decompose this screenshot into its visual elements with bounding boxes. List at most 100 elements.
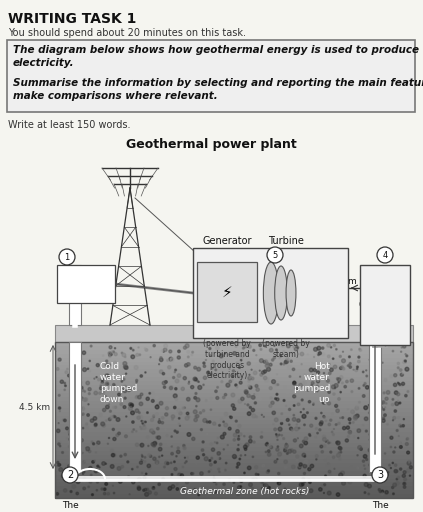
Circle shape <box>139 402 143 406</box>
Circle shape <box>149 393 151 394</box>
Circle shape <box>142 422 143 424</box>
Circle shape <box>340 417 341 418</box>
Circle shape <box>403 482 406 485</box>
Circle shape <box>336 377 339 380</box>
Circle shape <box>371 460 374 462</box>
Circle shape <box>298 466 301 469</box>
Circle shape <box>63 419 64 421</box>
Circle shape <box>239 381 242 384</box>
Bar <box>55 428 413 432</box>
Text: Summarise the information by selecting and reporting the main features, and
make: Summarise the information by selecting a… <box>13 78 423 101</box>
Circle shape <box>277 459 278 460</box>
Circle shape <box>352 364 356 368</box>
Circle shape <box>353 436 355 438</box>
Circle shape <box>327 457 330 460</box>
Circle shape <box>302 381 306 385</box>
Text: 4: 4 <box>382 250 387 260</box>
Circle shape <box>194 488 195 489</box>
Circle shape <box>97 465 99 467</box>
Circle shape <box>360 448 363 451</box>
Circle shape <box>116 434 119 437</box>
Circle shape <box>315 436 317 438</box>
Circle shape <box>75 381 79 386</box>
Circle shape <box>81 451 83 454</box>
Circle shape <box>146 436 149 438</box>
Circle shape <box>168 366 171 369</box>
Circle shape <box>381 490 384 493</box>
Circle shape <box>290 449 293 452</box>
Circle shape <box>96 377 97 378</box>
Circle shape <box>365 458 368 460</box>
Circle shape <box>169 350 172 353</box>
Circle shape <box>280 355 282 357</box>
Circle shape <box>141 472 143 474</box>
Circle shape <box>392 350 394 352</box>
Circle shape <box>179 425 181 426</box>
Circle shape <box>176 483 178 485</box>
Circle shape <box>216 484 217 485</box>
Circle shape <box>254 394 255 395</box>
Circle shape <box>351 466 352 468</box>
Circle shape <box>351 365 353 367</box>
Circle shape <box>334 468 335 470</box>
Circle shape <box>112 350 114 353</box>
Circle shape <box>265 364 269 368</box>
Circle shape <box>352 421 354 423</box>
Circle shape <box>109 355 111 357</box>
Circle shape <box>221 468 224 472</box>
Circle shape <box>295 493 296 495</box>
Circle shape <box>138 412 140 414</box>
Circle shape <box>194 366 197 369</box>
Circle shape <box>252 456 254 458</box>
Circle shape <box>239 477 240 478</box>
Circle shape <box>390 436 393 439</box>
Circle shape <box>316 390 318 392</box>
Circle shape <box>406 355 408 357</box>
Circle shape <box>100 383 104 387</box>
Circle shape <box>309 368 313 372</box>
Circle shape <box>310 464 314 468</box>
Circle shape <box>196 456 199 459</box>
Text: You should spend about 20 minutes on this task.: You should spend about 20 minutes on thi… <box>8 28 246 38</box>
Circle shape <box>136 431 137 432</box>
Circle shape <box>124 356 126 357</box>
Ellipse shape <box>286 270 296 316</box>
Circle shape <box>393 383 397 387</box>
Circle shape <box>276 483 280 487</box>
Circle shape <box>239 367 240 368</box>
Circle shape <box>328 442 330 444</box>
Circle shape <box>259 359 263 362</box>
Circle shape <box>244 390 248 393</box>
Circle shape <box>345 439 349 442</box>
Circle shape <box>136 353 139 356</box>
Circle shape <box>372 445 376 449</box>
Circle shape <box>220 435 224 439</box>
Text: ←Steam: ←Steam <box>320 277 357 286</box>
Circle shape <box>405 367 409 371</box>
Circle shape <box>371 366 372 367</box>
Circle shape <box>357 467 359 469</box>
Circle shape <box>184 457 185 458</box>
Circle shape <box>373 380 376 383</box>
Circle shape <box>403 486 406 488</box>
Circle shape <box>114 353 117 356</box>
Text: ⚡: ⚡ <box>222 285 232 300</box>
Circle shape <box>315 455 318 458</box>
Circle shape <box>281 435 283 436</box>
Circle shape <box>163 386 166 388</box>
Circle shape <box>299 483 302 487</box>
Circle shape <box>378 488 380 491</box>
Circle shape <box>155 460 159 464</box>
Circle shape <box>292 418 296 421</box>
Circle shape <box>147 412 148 414</box>
Circle shape <box>112 429 114 431</box>
Circle shape <box>134 366 138 370</box>
Circle shape <box>363 385 365 386</box>
Circle shape <box>113 415 115 417</box>
Circle shape <box>263 416 264 417</box>
Circle shape <box>262 464 264 467</box>
Circle shape <box>275 383 277 386</box>
Circle shape <box>396 482 399 485</box>
Bar <box>55 342 413 347</box>
Circle shape <box>396 470 398 473</box>
